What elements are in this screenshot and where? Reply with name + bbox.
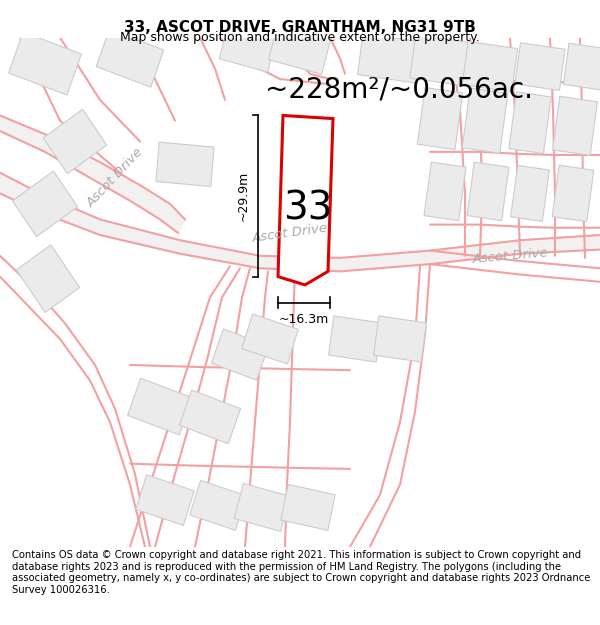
Polygon shape: [16, 245, 80, 312]
Polygon shape: [463, 41, 518, 92]
Text: ~16.3m: ~16.3m: [279, 313, 329, 326]
Polygon shape: [511, 166, 550, 221]
Polygon shape: [179, 390, 241, 444]
Text: Map shows position and indicative extent of the property.: Map shows position and indicative extent…: [120, 31, 480, 44]
Polygon shape: [281, 484, 335, 531]
Text: ~228m²/~0.056ac.: ~228m²/~0.056ac.: [265, 76, 533, 104]
Polygon shape: [563, 43, 600, 90]
Text: ~29.9m: ~29.9m: [237, 171, 250, 221]
Text: Ascot Drive: Ascot Drive: [251, 221, 329, 244]
Text: 33: 33: [283, 189, 332, 228]
Polygon shape: [418, 88, 463, 149]
Text: Ascot Drive: Ascot Drive: [472, 246, 548, 266]
Polygon shape: [128, 378, 193, 435]
Polygon shape: [190, 480, 246, 530]
Polygon shape: [329, 316, 382, 362]
Polygon shape: [43, 109, 107, 174]
Polygon shape: [462, 88, 508, 153]
Polygon shape: [242, 314, 298, 364]
Polygon shape: [424, 162, 466, 221]
Polygon shape: [8, 32, 82, 95]
Polygon shape: [13, 171, 77, 237]
Text: Ascot Drive: Ascot Drive: [84, 146, 146, 210]
Polygon shape: [515, 42, 565, 91]
Polygon shape: [234, 483, 290, 531]
Polygon shape: [374, 316, 427, 362]
Polygon shape: [358, 33, 422, 83]
Polygon shape: [220, 24, 277, 72]
Polygon shape: [467, 162, 509, 221]
Polygon shape: [211, 329, 269, 380]
Polygon shape: [509, 92, 551, 154]
Polygon shape: [0, 173, 600, 271]
Text: 33, ASCOT DRIVE, GRANTHAM, NG31 9TB: 33, ASCOT DRIVE, GRANTHAM, NG31 9TB: [124, 20, 476, 35]
Polygon shape: [410, 35, 470, 86]
Polygon shape: [278, 116, 333, 285]
Polygon shape: [156, 142, 214, 186]
Polygon shape: [269, 21, 331, 74]
Polygon shape: [552, 165, 594, 222]
Text: Contains OS data © Crown copyright and database right 2021. This information is : Contains OS data © Crown copyright and d…: [12, 550, 590, 595]
Polygon shape: [136, 475, 194, 526]
Polygon shape: [96, 29, 164, 87]
Polygon shape: [553, 96, 598, 156]
Polygon shape: [0, 116, 185, 233]
